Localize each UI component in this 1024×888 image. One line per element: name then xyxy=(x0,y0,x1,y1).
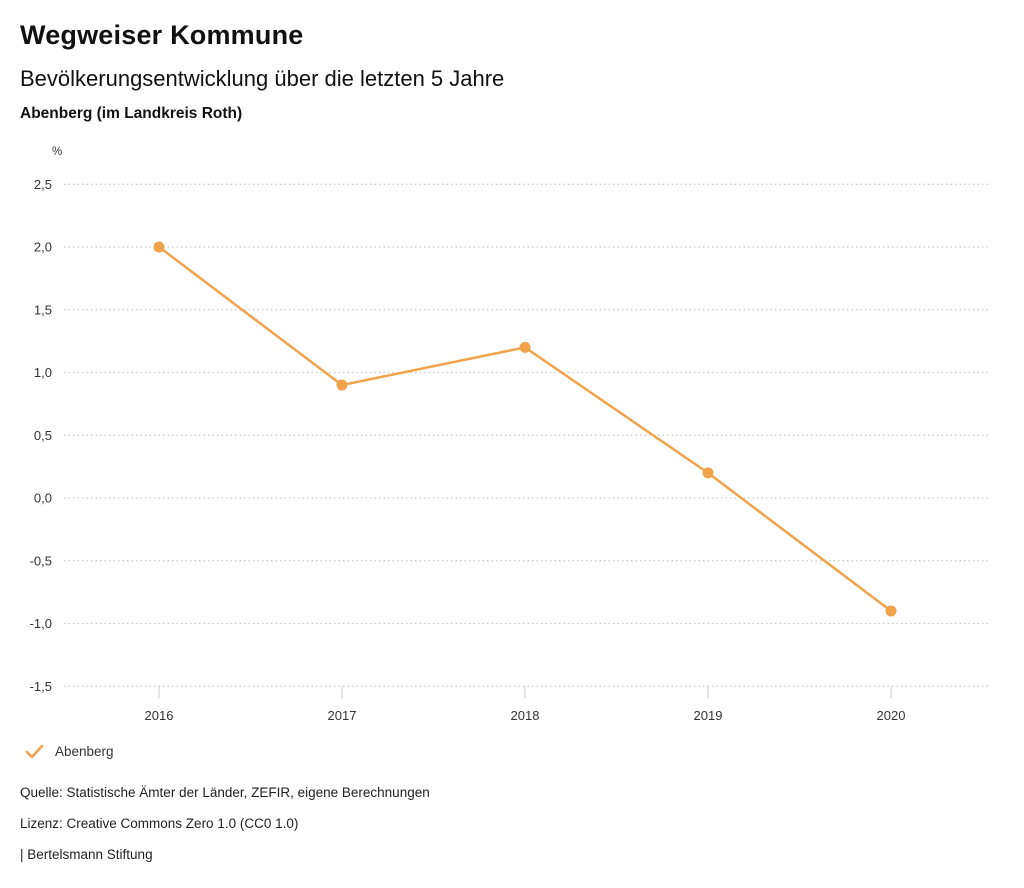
y-axis-tick-label: 2,5 xyxy=(34,177,52,192)
line-chart: 2,5 2,0 1,5 1,0 0,5 0,0 -0,5 -1,0 -1,5 2016 2017 20… xyxy=(30,177,990,723)
y-axis-tick-label: 1,0 xyxy=(34,365,52,380)
source-text: Quelle: Statistische Ämter der Länder, Z… xyxy=(20,785,430,800)
y-axis-tick-label: -0,5 xyxy=(30,553,52,568)
data-point[interactable] xyxy=(153,241,165,253)
y-axis-unit-label: % xyxy=(52,146,63,158)
y-axis-tick-label: 0,5 xyxy=(34,428,52,443)
chart-title: Bevölkerungsentwicklung über die letzten… xyxy=(20,66,505,91)
chart-region-subtitle: Abenberg (im Landkreis Roth) xyxy=(20,105,243,122)
y-axis-tick-label: 1,5 xyxy=(34,302,52,317)
license-text: Lizenz: Creative Commons Zero 1.0 (CC0 1… xyxy=(20,816,299,831)
x-axis-tick-label: 2016 xyxy=(145,708,174,723)
x-axis-tick-label: 2017 xyxy=(328,708,357,723)
data-point[interactable] xyxy=(702,467,714,479)
x-axis-tick-label: 2018 xyxy=(511,708,540,723)
page-title: Wegweiser Kommune xyxy=(20,20,304,50)
x-axis-tick-label: 2020 xyxy=(877,708,906,723)
y-axis-tick-label: -1,5 xyxy=(30,679,52,694)
data-point[interactable] xyxy=(336,379,348,391)
legend-label: Abenberg xyxy=(55,744,114,759)
y-axis-tick-label: -1,0 xyxy=(30,616,52,631)
series-line xyxy=(157,245,893,613)
data-point[interactable] xyxy=(519,341,531,353)
y-axis-tick-label: 2,0 xyxy=(34,240,52,255)
legend-item-abenberg[interactable]: Abenberg xyxy=(25,744,114,759)
legend-check-icon xyxy=(25,744,44,759)
x-axis-tick-label: 2019 xyxy=(694,708,723,723)
y-axis-tick-label: 0,0 xyxy=(34,491,52,506)
attribution-text: | Bertelsmann Stiftung xyxy=(20,847,153,862)
data-point[interactable] xyxy=(885,605,897,617)
